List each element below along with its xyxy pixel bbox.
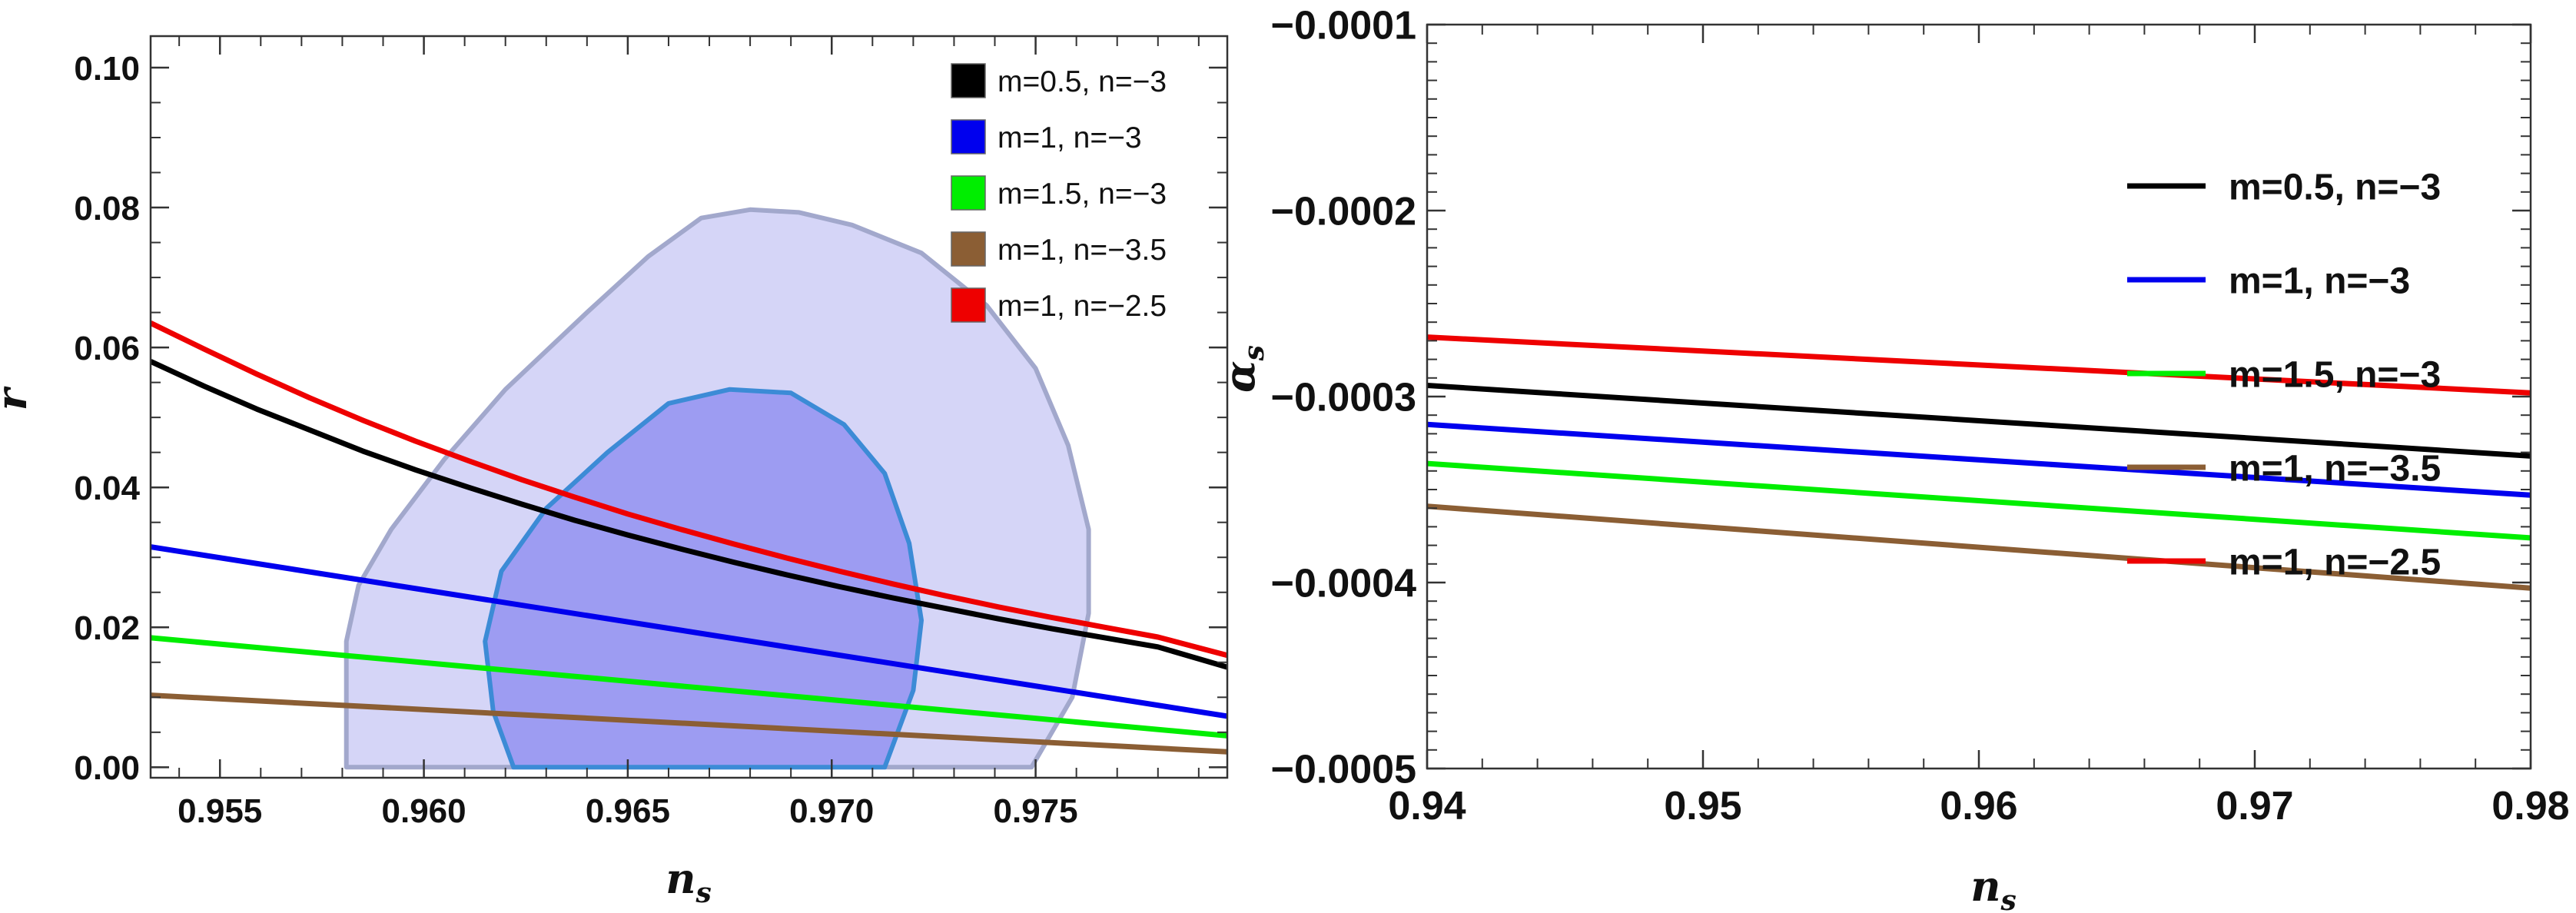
plot-area [151, 207, 1227, 770]
series-line-2 [151, 635, 1227, 739]
y-tick-label: 0.04 [74, 470, 140, 507]
series-line-3 [1427, 503, 2531, 591]
x-tick-label: 0.960 [382, 792, 466, 830]
series-line-3 [151, 692, 1227, 755]
x-tick-label: 0.94 [1388, 784, 1466, 828]
legend-label-4: m=1, n=−2.5 [2229, 542, 2441, 583]
x-tick-label: 0.95 [1664, 784, 1741, 828]
series-line-0 [151, 359, 1227, 670]
y-axis-label: αs [1215, 345, 1270, 393]
y-tick-label: −0.0004 [1271, 562, 1416, 606]
legend-swatch-1 [951, 119, 986, 154]
x-axis-label-subscript: s [2000, 885, 2016, 913]
legend-label-4: m=1, n=−2.5 [998, 290, 1167, 323]
y-tick-label: 0.06 [74, 330, 140, 367]
legend-label-2: m=1.5, n=−3 [998, 178, 1167, 211]
y-axis-label: r [0, 386, 36, 410]
contour-inner-region [483, 387, 924, 770]
y-axis-label-main: α [1215, 360, 1264, 393]
series-line-1 [1427, 421, 2531, 498]
x-tick-label: 0.975 [994, 792, 1078, 830]
y-tick-label: 0.02 [74, 609, 140, 647]
right-panel-alpha-vs-ns: 0.94 0.95 0.96 0.97 0.98 −0.0001 −0.0002 −0.000… [1215, 4, 2570, 913]
x-axis-label-subscript: s [695, 877, 711, 909]
legend-label-3: m=1, n=−3.5 [998, 234, 1167, 267]
series-line-2 [1427, 460, 2531, 541]
legend-label-0: m=0.5, n=−3 [998, 65, 1167, 98]
legend-label-1: m=1, n=−3 [998, 121, 1142, 154]
y-axis-label-main: r [0, 386, 36, 410]
legend-swatch-2 [951, 175, 986, 211]
plot-frame [149, 35, 1229, 779]
y-tick-label: −0.0001 [1271, 4, 1416, 48]
legend: m=0.5, n=−3 m=1, n=−3 m=1.5, n=−3 m=1, n=−3… [2127, 167, 2441, 583]
legend-label-1: m=1, n=−3 [2229, 261, 2410, 301]
legend-swatch-3 [951, 231, 986, 267]
series-line-4 [1427, 334, 2531, 396]
x-tick-label: 0.96 [1940, 784, 2017, 828]
legend: m=0.5, n=−3 m=1, n=−3 m=1.5, n=−3 m=1, n=−3… [951, 63, 1167, 323]
legend-label-3: m=1, n=−3.5 [2229, 448, 2441, 489]
x-axis-label: ns [666, 854, 712, 909]
y-tick-label: −0.0003 [1271, 376, 1416, 420]
x-tick-label: 0.955 [178, 792, 262, 830]
legend-swatch-0 [951, 63, 986, 98]
x-tick-label: 0.970 [789, 792, 874, 830]
series-line-4 [151, 320, 1227, 659]
left-panel-r-vs-ns: 0.955 0.960 0.965 0.970 0.975 0.00 0.02 0.04 0.0… [0, 35, 1229, 909]
y-tick-label: −0.0005 [1271, 748, 1416, 792]
y-tick-label: −0.0002 [1271, 190, 1416, 234]
series-line-0 [1427, 383, 2531, 459]
y-tick-label: 0.00 [74, 749, 140, 787]
x-axis-label: ns [1970, 862, 2017, 913]
legend-swatch-4 [951, 287, 986, 323]
x-axis-label-main: n [666, 854, 695, 903]
y-tick-label: 0.10 [74, 50, 140, 88]
x-axis-label-main: n [1970, 862, 2000, 911]
x-tick-label: 0.98 [2491, 784, 2569, 828]
x-tick-label: 0.965 [586, 792, 670, 830]
plot-area [1427, 334, 2531, 591]
legend-label-2: m=1.5, n=−3 [2229, 354, 2441, 395]
legend-label-0: m=0.5, n=−3 [2229, 167, 2441, 208]
series-line-1 [151, 544, 1227, 719]
y-tick-label: 0.08 [74, 190, 140, 227]
x-tick-label: 0.97 [2216, 784, 2293, 828]
y-axis-label-subscript: s [1238, 345, 1270, 361]
